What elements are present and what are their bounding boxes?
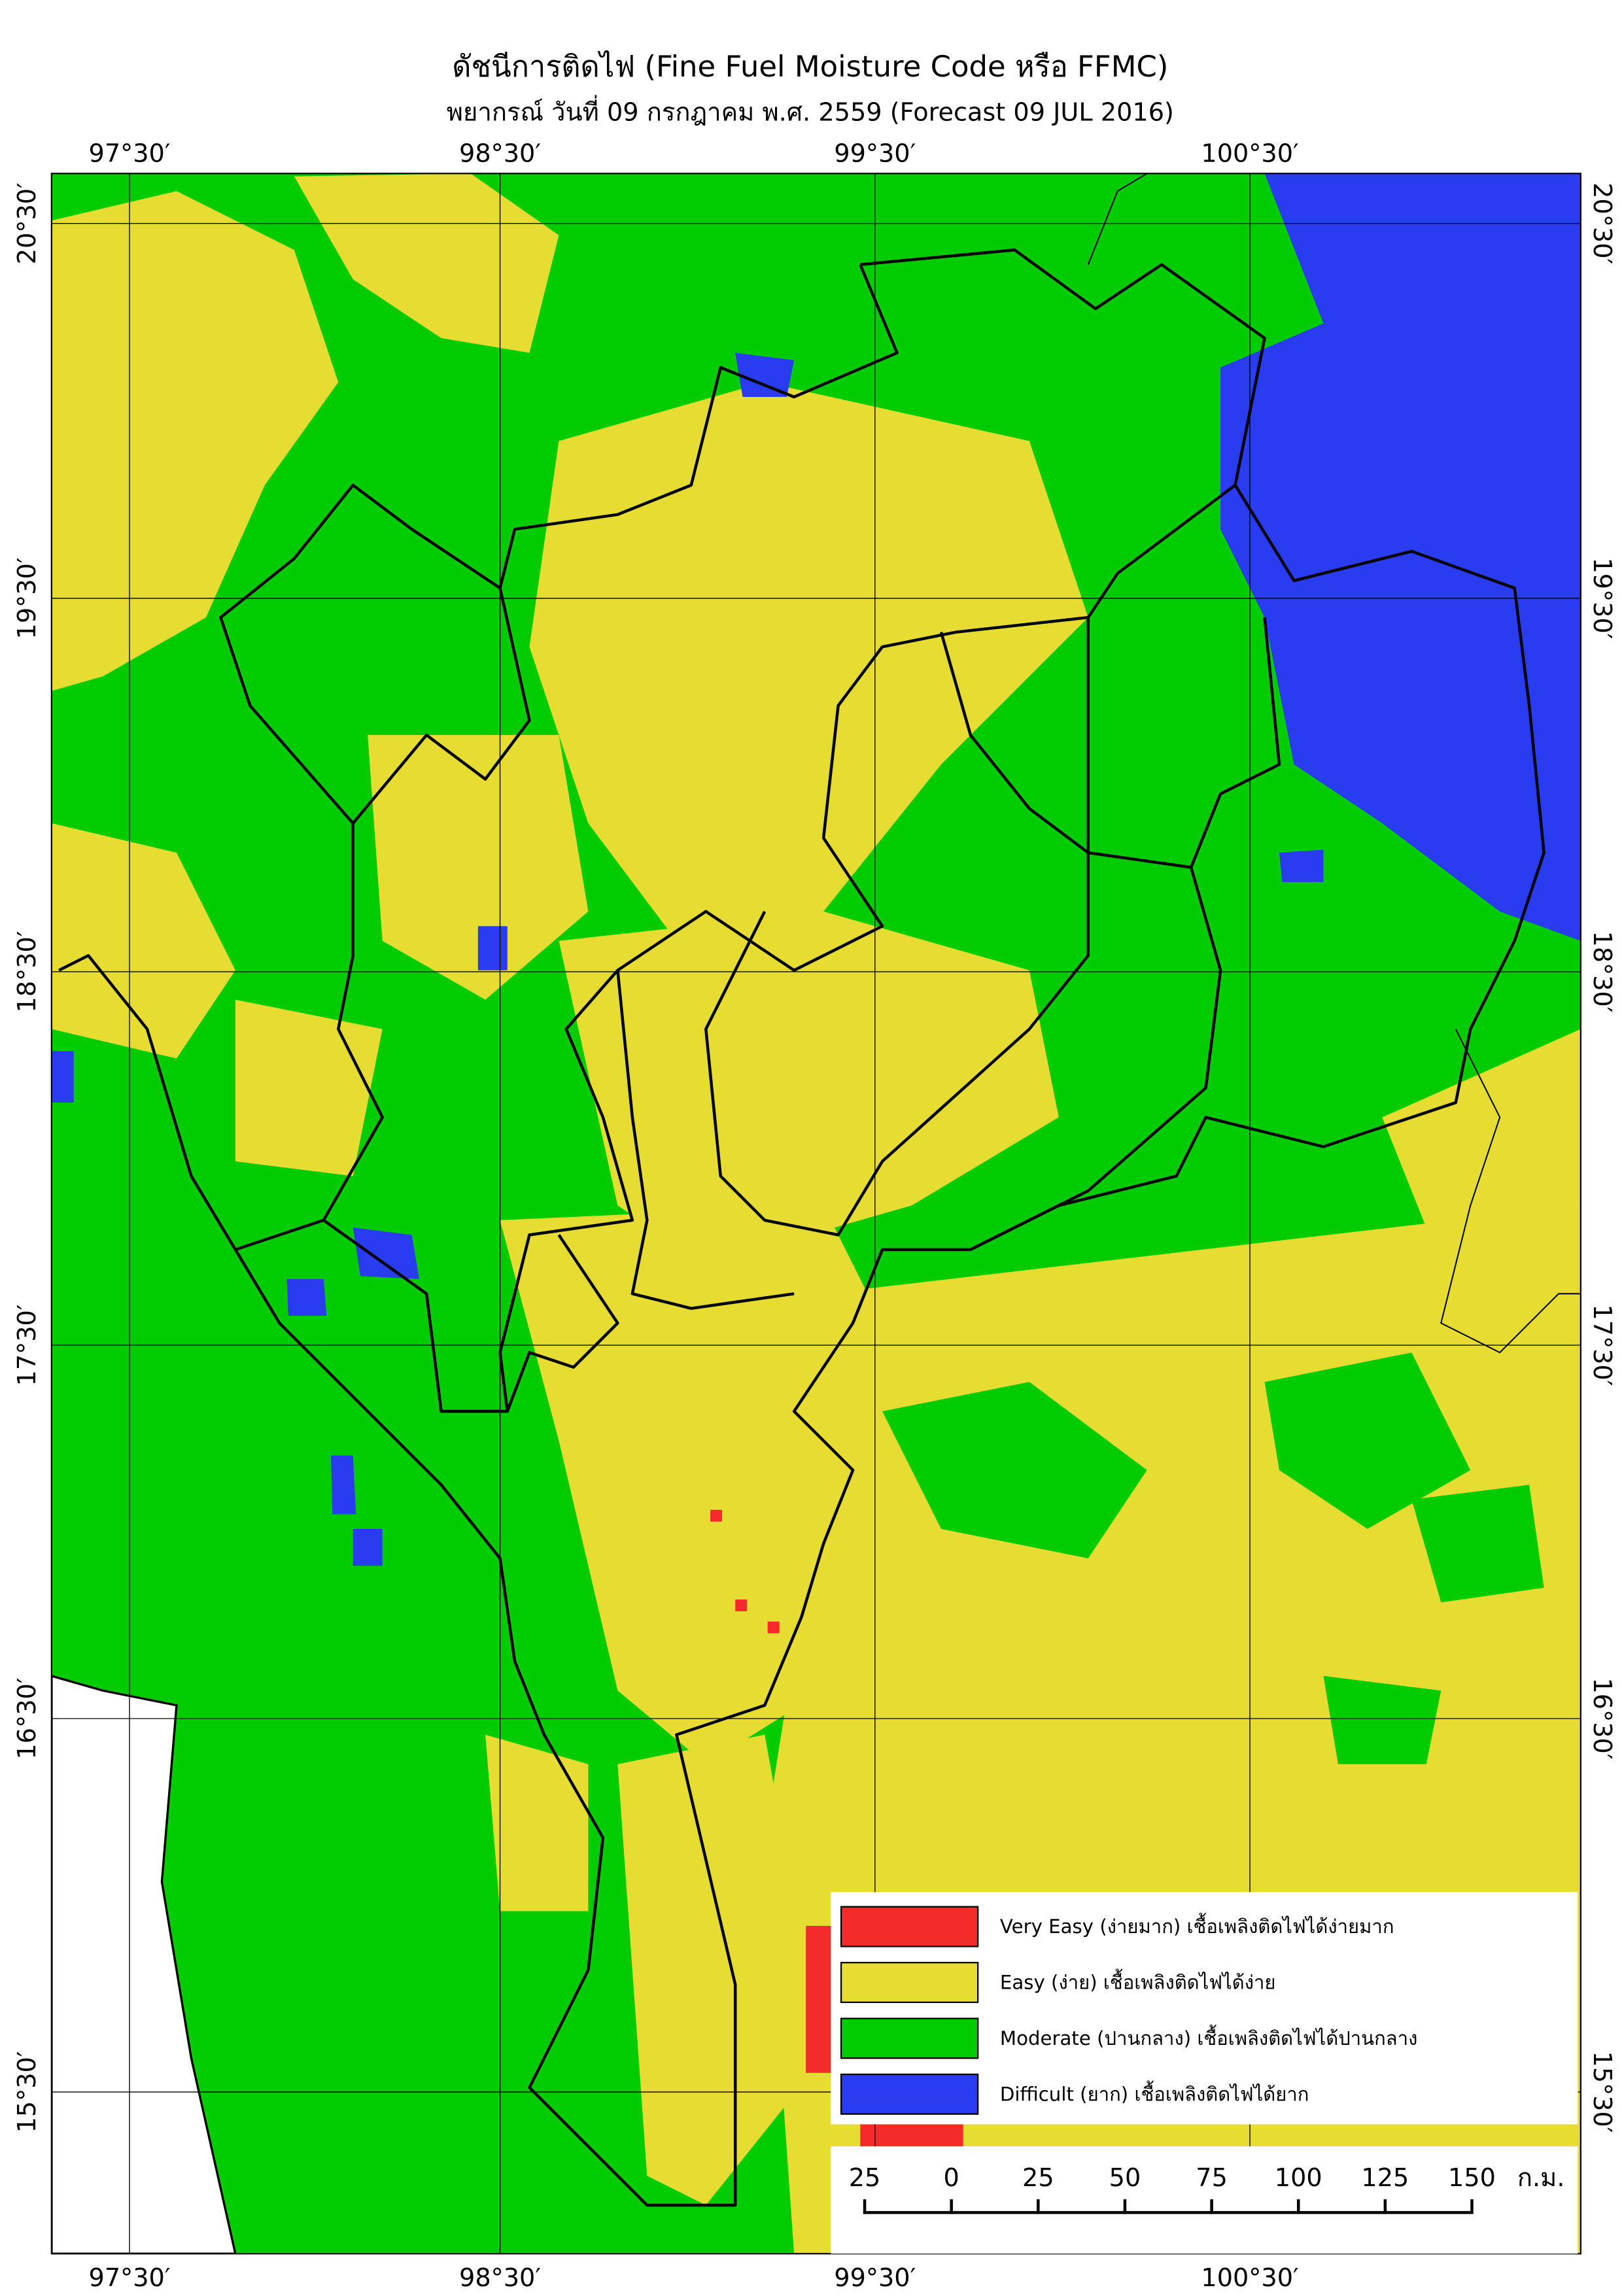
- legend-swatch: [840, 1906, 979, 1947]
- scale-label: 0: [944, 2164, 959, 2193]
- lon-label-top: 98°30′: [459, 139, 541, 168]
- scale-label: 100: [1275, 2164, 1322, 2193]
- lat-label-left: 17°30′: [13, 1304, 42, 1386]
- scale-box: [831, 2146, 1578, 2254]
- legend-label: Moderate (ปานกลาง) เชื้อเพลิงติดไฟได้ปาน…: [1000, 2025, 1418, 2049]
- coordinates: 97°30′ 97°30′ 98°30′ 98°30′ 99°30′ 99°30′ 100°…: [13, 139, 1616, 2292]
- lat-label-right: 15°30′: [1587, 2051, 1616, 2133]
- moderate-patches: [882, 793, 1544, 1764]
- lon-label-top: 97°30′: [89, 139, 171, 168]
- legend-swatch: [840, 2073, 979, 2115]
- lat-label-right: 17°30′: [1587, 1304, 1616, 1386]
- scale-label: 25: [1022, 2164, 1054, 2193]
- legend-label: Difficult (ยาก) เชื้อเพลิงติดไฟได้ยาก: [1000, 2081, 1309, 2106]
- lon-label-bottom: 97°30′: [89, 2264, 171, 2293]
- lat-label-left: 20°30′: [13, 182, 42, 264]
- lat-label-left: 16°30′: [13, 1678, 42, 1760]
- lat-label-right: 18°30′: [1587, 931, 1616, 1012]
- lat-label-right: 16°30′: [1587, 1678, 1616, 1760]
- map-frame: [50, 173, 1581, 2255]
- lon-label-top: 99°30′: [834, 139, 916, 168]
- lon-label-top: 100°30′: [1201, 139, 1298, 168]
- lat-label-left: 15°30′: [13, 2051, 42, 2133]
- lat-label-left: 19°30′: [13, 557, 42, 639]
- scale-label: 75: [1196, 2164, 1228, 2193]
- lon-label-bottom: 99°30′: [834, 2264, 916, 2293]
- scale-label: 125: [1361, 2164, 1409, 2193]
- difficult-areas: [51, 173, 1581, 1566]
- legend-swatch: [840, 1962, 979, 2004]
- legend-label: Very Easy (ง่ายมาก) เชื้อเพลิงติดไฟได้ง่…: [1000, 1913, 1394, 1938]
- lat-label-right: 20°30′: [1587, 182, 1616, 264]
- scale-unit: ก.ม.: [1517, 2164, 1565, 2193]
- lon-label-bottom: 100°30′: [1201, 2264, 1298, 2293]
- scale-bar: 25 0 25 50 75 100 125 150 ก.ม.: [831, 2146, 1578, 2254]
- legend-label: Easy (ง่าย) เชื้อเพลิงติดไฟได้ง่าย: [1000, 1969, 1276, 1994]
- legend-swatch: [840, 2017, 979, 2059]
- lat-label-left: 18°30′: [13, 931, 42, 1012]
- scale-label: 150: [1448, 2164, 1496, 2193]
- boundaries: [58, 173, 1581, 2207]
- graticule: [51, 173, 1581, 2254]
- lon-label-bottom: 98°30′: [459, 2264, 541, 2293]
- title: ดัชนีการติดไฟ (Fine Fuel Moisture Code ห…: [452, 49, 1168, 84]
- subtitle: พยากรณ์ วันที่ 09 กรกฎาคม พ.ศ. 2559 (For…: [447, 94, 1174, 127]
- legend: Very Easy (ง่ายมาก) เชื้อเพลิงติดไฟได้ง่…: [831, 1892, 1578, 2125]
- scale-label: 25: [849, 2164, 881, 2193]
- scale-label: 50: [1109, 2164, 1141, 2193]
- sea: [51, 1675, 237, 2254]
- lat-label-right: 19°30′: [1587, 557, 1616, 639]
